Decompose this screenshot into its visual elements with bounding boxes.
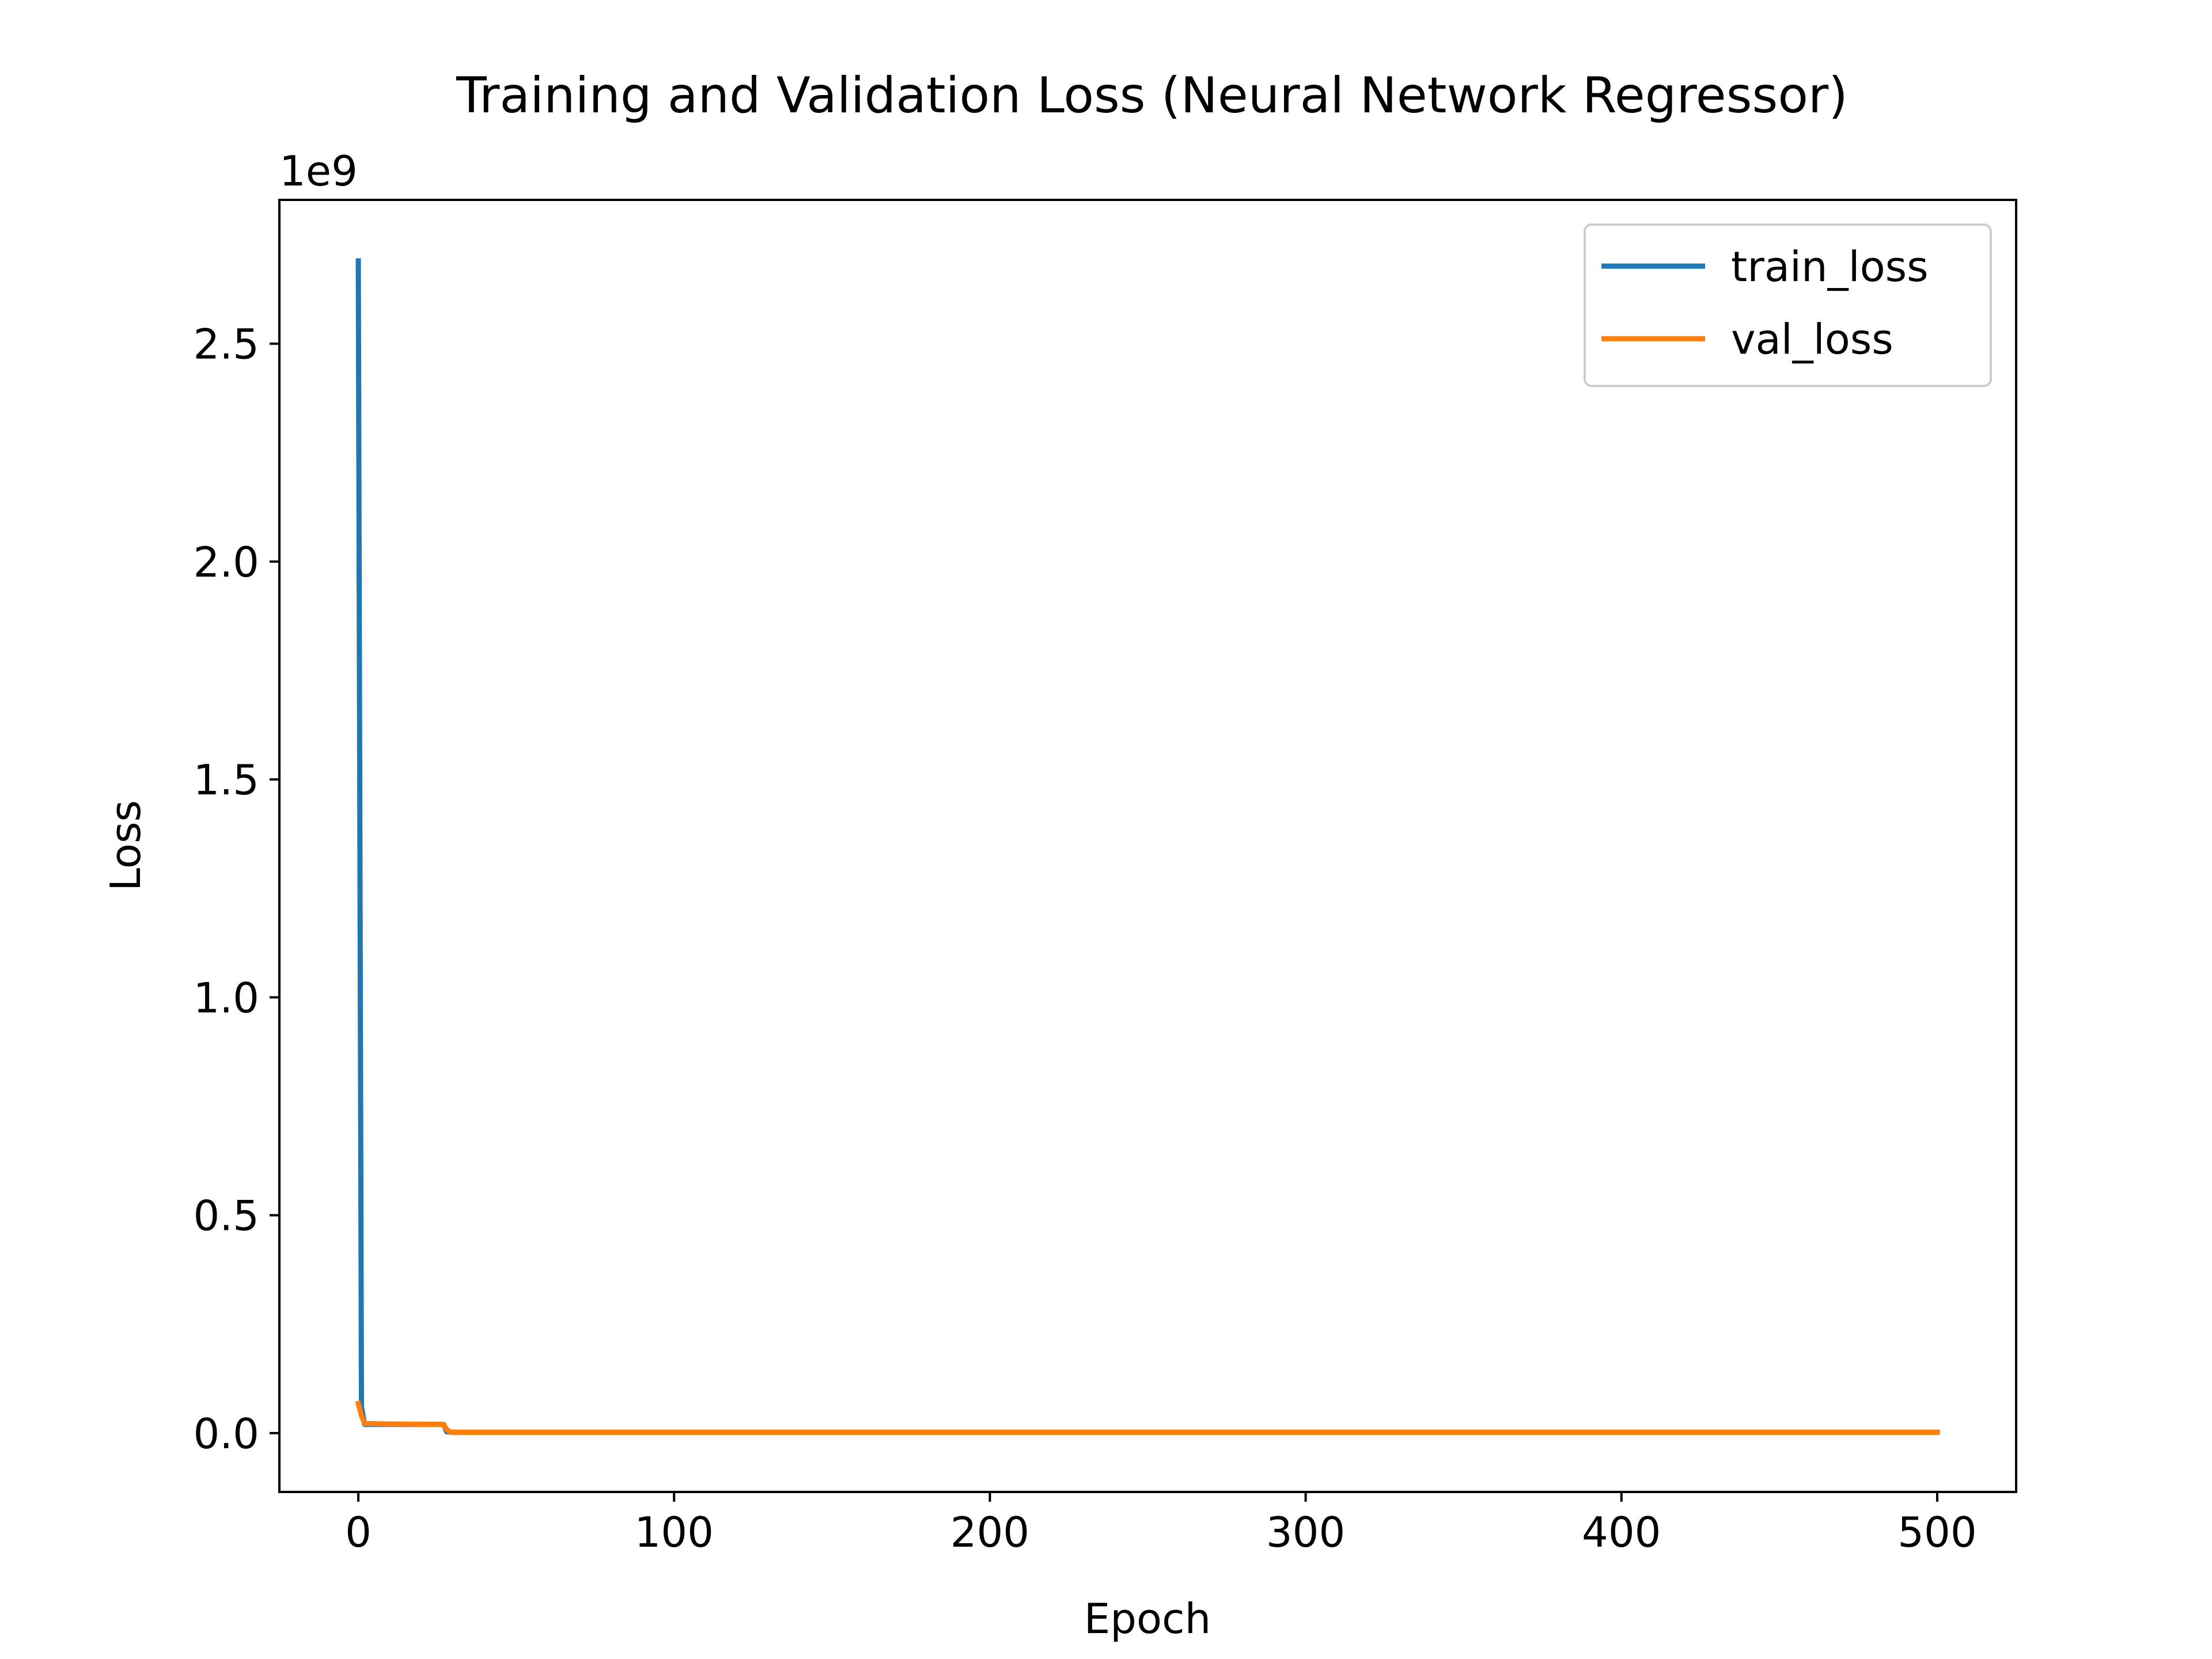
x-tick-label: 300 [1266,1508,1345,1556]
y-tick-label: 0.5 [193,1192,259,1240]
series-line-val-loss [355,1400,1940,1435]
y-tick-label: 1.0 [193,974,259,1022]
legend-label-val-loss: val_loss [1731,315,1893,363]
x-axis-label: Epoch [1084,1594,1211,1643]
x-tick-label: 100 [635,1508,714,1556]
x-tick-label: 400 [1582,1508,1661,1556]
chart-title: Training and Validation Loss (Neural Net… [456,67,1848,124]
plot-background [279,200,2016,1492]
y-tick-label: 2.0 [193,538,259,586]
plot-area [279,200,2016,1492]
y-axis-offset-label: 1e9 [279,147,358,195]
legend: train_loss val_loss [1584,224,1992,387]
x-tick-label: 200 [950,1508,1029,1556]
y-tick-label: 0.0 [193,1410,259,1458]
plot-frame [278,199,2017,1493]
legend-label-train-loss: train_loss [1731,243,1929,291]
y-axis: 0.0 0.5 1.0 1.5 2.0 2.5 [193,320,279,1458]
series-layer [355,258,1940,1435]
x-tick-label: 500 [1897,1508,1976,1556]
x-axis: 0 100 200 300 400 500 [345,1492,1977,1556]
y-tick-label: 2.5 [193,320,259,369]
y-axis-label: Loss [101,800,150,891]
x-tick-label: 0 [345,1508,372,1556]
y-tick-label: 1.5 [193,756,259,804]
